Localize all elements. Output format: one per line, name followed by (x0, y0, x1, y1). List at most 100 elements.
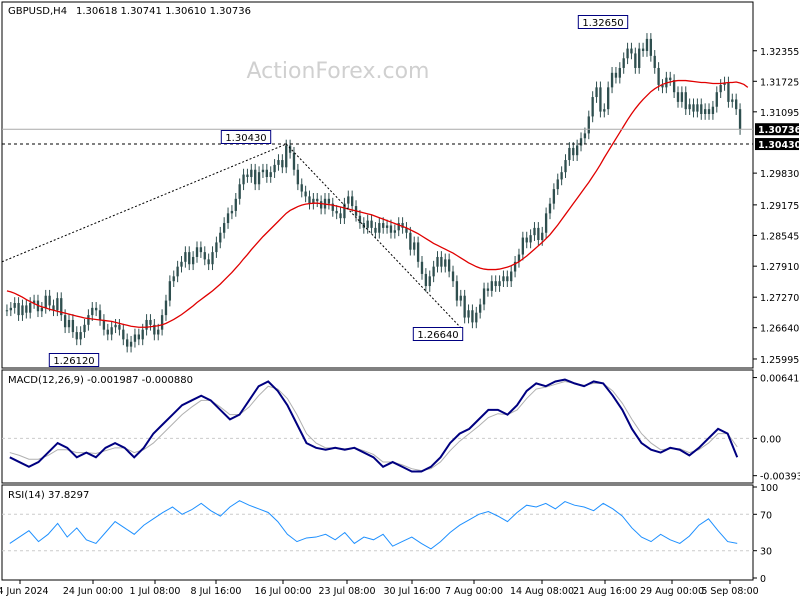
candle-body (397, 223, 400, 231)
rsi-panel-frame (1, 484, 754, 581)
candle-body (25, 305, 28, 313)
candle-body (207, 259, 210, 265)
candle-body (463, 295, 466, 318)
candle-body (160, 315, 164, 330)
candle-body (393, 230, 396, 233)
candle-body (288, 145, 292, 153)
overlay-layer: 1.32650 1.30430 1.26640 1.26120 (1, 15, 753, 367)
candle-body (176, 266, 179, 277)
candle-body (292, 152, 296, 170)
current-price-tag: 1.30736 (758, 125, 800, 136)
candle-body (153, 324, 156, 335)
candle-body (141, 329, 144, 340)
candle-body (188, 252, 191, 265)
candle-body (347, 196, 350, 204)
candle-body (420, 261, 424, 274)
candle-body (343, 203, 346, 219)
candle-body (250, 169, 253, 178)
candle-body (331, 203, 334, 211)
rsi-header: RSI(14) 37.8297 (8, 490, 89, 501)
candle-body (277, 160, 280, 165)
macd-tick-label: 0.006413 (760, 374, 800, 385)
time-tick-label: 14 Aug 08:00 (510, 586, 574, 597)
candle-body (191, 256, 195, 265)
price-tick-label: 1.25995 (760, 355, 799, 366)
candle-body (688, 104, 691, 110)
candle-body (215, 242, 218, 253)
time-tick-label: 8 Jul 16:00 (191, 586, 242, 597)
candle-body (572, 147, 575, 156)
candle-body (385, 225, 389, 228)
time-tick-label: 21 Aug 16:00 (573, 586, 637, 597)
candle-body (405, 227, 408, 233)
candle-body (5, 310, 9, 312)
candle-body (211, 252, 214, 265)
time-tick-label: 16 Jul 00:00 (255, 586, 312, 597)
candle-body (60, 298, 63, 316)
time-tick-label: 1 Jul 08:00 (130, 586, 181, 597)
candle-body (308, 196, 311, 204)
candle-body (118, 324, 121, 330)
candle-body (382, 223, 385, 228)
candle-body (607, 87, 610, 110)
candle-body (579, 138, 583, 146)
candle-body (273, 164, 276, 173)
candle-body (587, 116, 590, 134)
candle-body (366, 220, 369, 228)
callout-130430-box (220, 130, 272, 144)
candle-body (75, 332, 78, 340)
candle-body (626, 48, 629, 59)
candle-body (556, 179, 559, 190)
candle-body (164, 300, 168, 316)
candle-body (32, 300, 36, 304)
candle-body (184, 252, 187, 262)
candle-body (21, 305, 24, 316)
candle-body (455, 281, 459, 301)
candle-body (603, 109, 606, 112)
candle-body (56, 298, 59, 311)
candle-body (83, 324, 86, 333)
callout-high-132650: 1.32650 (582, 18, 623, 29)
candle-body (71, 319, 75, 333)
candle-body (257, 172, 261, 185)
price-tick-label: 1.26640 (760, 324, 799, 335)
price-tick-label: 1.31095 (760, 108, 799, 119)
candle-body (265, 169, 268, 178)
time-tick-label: 5 Sep 08:00 (701, 586, 758, 597)
watermark-text: ActionForex.com (247, 59, 430, 84)
candle-body (29, 303, 32, 313)
candle-body (541, 232, 544, 241)
candle-body (91, 307, 94, 316)
candle-body (87, 315, 90, 325)
candle-body (172, 276, 175, 282)
candle-body (544, 213, 548, 233)
candle-body (471, 310, 474, 323)
candle-body (738, 109, 742, 130)
candle-body (416, 242, 420, 262)
candle-body (614, 72, 618, 78)
candle-body (583, 133, 587, 139)
candle-body (436, 256, 439, 267)
candle-body (502, 276, 505, 282)
candle-body (700, 104, 703, 115)
candle-body (731, 99, 734, 102)
candle-body (226, 213, 230, 224)
ma-line (6, 79, 749, 328)
time-tick-label: 29 Aug 00:00 (640, 586, 704, 597)
candle-body (106, 329, 109, 335)
candle-body (564, 160, 567, 173)
candle-body (645, 38, 649, 52)
candle-body (529, 235, 532, 243)
candle-body (180, 261, 183, 267)
candle-body (312, 198, 315, 204)
candle-body (222, 223, 226, 233)
candle-body (510, 271, 513, 282)
candle-body (246, 174, 249, 178)
rsi-tick-label: 100 (760, 483, 778, 494)
candle-body (735, 99, 738, 110)
candle-body (638, 48, 641, 68)
candle-body (568, 147, 571, 161)
time-tick-label: 23 Jul 08:00 (319, 586, 376, 597)
